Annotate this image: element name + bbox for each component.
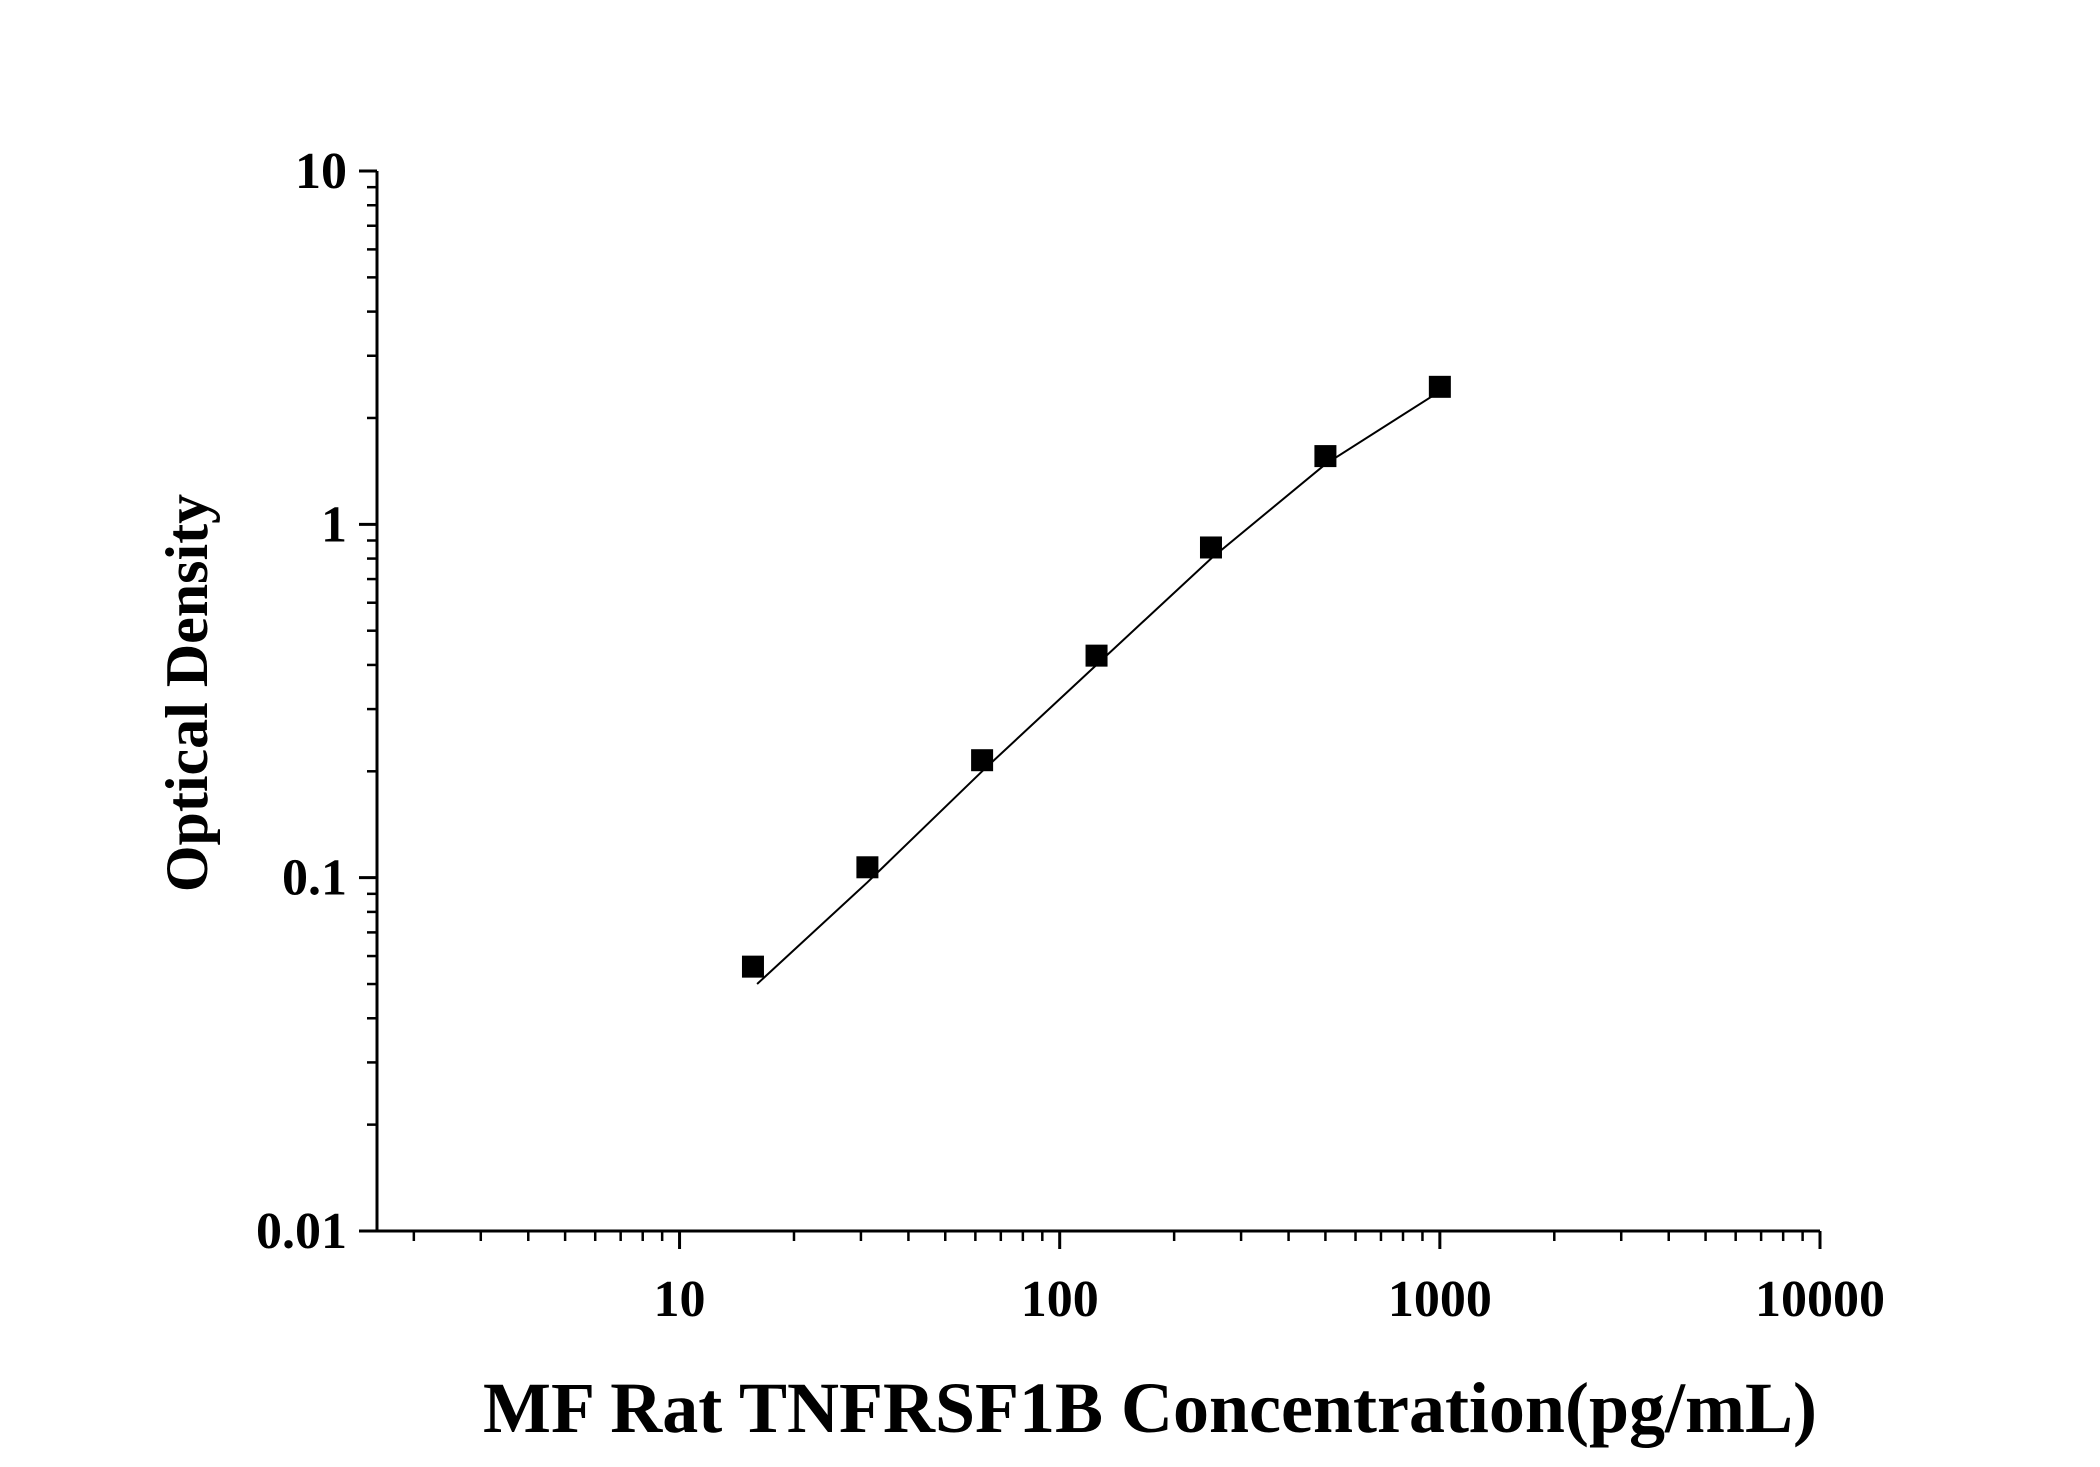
y-tick-label: 0.1 <box>282 850 347 907</box>
fit-line <box>756 390 1441 985</box>
x-tick-label: 10 <box>654 1271 706 1328</box>
data-point <box>741 955 764 978</box>
x-tick-label: 10000 <box>1755 1271 1885 1328</box>
data-point <box>1199 536 1222 559</box>
y-tick-label: 1 <box>321 496 347 553</box>
fit-curve <box>756 390 1441 985</box>
data-points <box>741 375 1451 978</box>
y-axis-title: Optical Density <box>154 494 220 892</box>
data-point <box>1085 644 1108 667</box>
x-axis-title: MF Rat TNFRSF1B Concentration(pg/mL) <box>483 1368 1817 1448</box>
data-point <box>856 856 879 879</box>
axes: 10 100 1000 10000 0.01 0.1 1 10 <box>256 143 1885 1328</box>
data-point <box>971 749 994 772</box>
data-point <box>1428 375 1451 398</box>
data-point <box>1314 445 1337 468</box>
x-tick-label: 1000 <box>1388 1271 1492 1328</box>
y-tick-label: 10 <box>295 143 347 200</box>
y-tick-label: 0.01 <box>256 1203 347 1260</box>
x-tick-label: 100 <box>1021 1271 1099 1328</box>
